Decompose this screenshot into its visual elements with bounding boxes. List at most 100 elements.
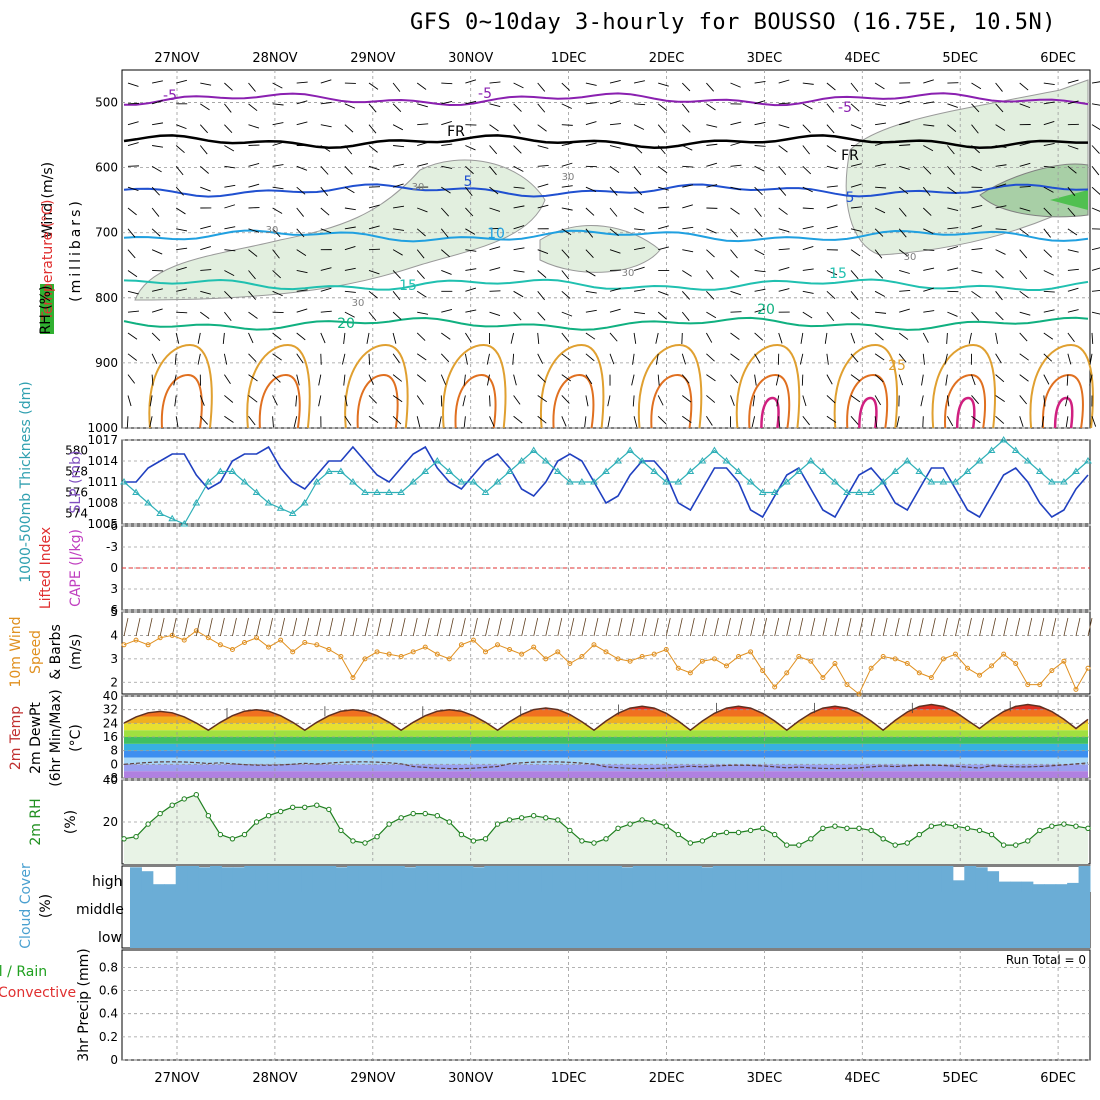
wind-barb [778, 102, 790, 105]
wind-barb [1067, 353, 1072, 365]
wind10-barb [762, 617, 768, 637]
wind-barb [730, 141, 742, 146]
wind10-barb [1087, 617, 1093, 637]
precip-tick: 0 [110, 1053, 118, 1067]
wind-barb [585, 228, 594, 238]
wind-barb [489, 166, 497, 176]
wind-barb [512, 353, 515, 365]
wind-barb [561, 228, 572, 236]
wind-barb [995, 228, 1007, 231]
wind-barb [947, 166, 955, 175]
wind-barb [248, 162, 260, 167]
wind-barb [296, 81, 308, 84]
thickness-marker [975, 457, 984, 464]
wind10-marker [229, 646, 235, 652]
wind-barb [923, 228, 934, 234]
wind10-tick: 4 [110, 628, 118, 642]
wind-barb [657, 311, 667, 320]
wind10-barb [581, 617, 587, 637]
wind-barb [922, 332, 929, 343]
wind-barb [971, 248, 983, 251]
temp-band [124, 764, 1088, 772]
rh2m-marker [326, 806, 332, 813]
rh2m-marker [482, 836, 489, 842]
wind-barb [463, 416, 466, 428]
rh2m-marker [868, 827, 874, 834]
temp2m-minmax-label: (6hr Min/Max) [48, 689, 64, 786]
thickness-tick: 574 [65, 507, 88, 521]
rh-contour-label: 30 [352, 298, 365, 309]
wind10-barb [521, 617, 527, 637]
warm-contour [344, 343, 409, 429]
cloud-high-bar [198, 867, 211, 892]
wind-barb [224, 415, 234, 423]
thickness-marker [132, 488, 140, 495]
temp-band [124, 771, 1088, 778]
wind-barb [995, 145, 1007, 148]
wind-barb [923, 124, 935, 127]
wind-barb [393, 145, 405, 148]
wind-barb [995, 183, 1007, 188]
wind-barb [151, 332, 161, 342]
wind-barb [682, 249, 694, 253]
wind-barb [368, 270, 380, 275]
cloud-high-bar [1010, 881, 1022, 892]
wind-barb [200, 103, 210, 111]
wind-barb [923, 267, 935, 271]
wind-barb [1091, 166, 1100, 176]
wind-barb [1091, 145, 1100, 154]
wind-barb [585, 207, 595, 216]
wind-barb [248, 103, 258, 112]
slp-tick: 1008 [87, 496, 118, 510]
rh2m-area [124, 794, 1088, 864]
wind-barb [561, 270, 570, 280]
wind-barb [655, 332, 659, 344]
wind-barb [1043, 270, 1054, 276]
wind-barb [850, 270, 859, 280]
wind-barb [923, 79, 934, 84]
wind-barb [682, 415, 692, 424]
cloud-high-bar [1078, 866, 1091, 892]
wind-barb [706, 249, 715, 258]
temp-band [124, 750, 1088, 758]
wind-barb [632, 395, 635, 407]
wind-barb [655, 353, 659, 365]
wind10-marker [687, 670, 693, 676]
wind10-marker [699, 658, 705, 664]
wind-barb [441, 101, 453, 105]
wind-barb [802, 166, 812, 175]
wind-barb [947, 186, 957, 194]
wind-barb [1043, 309, 1055, 313]
wind-barb [318, 374, 322, 386]
wind10-marker [1073, 686, 1079, 692]
wind-barb [609, 308, 621, 313]
wind10-marker [603, 649, 609, 655]
cloud-high-bar [335, 867, 348, 892]
wind10-marker [675, 665, 681, 671]
cloud-high-bar [667, 866, 680, 892]
wind-barb [127, 395, 132, 407]
wind-barb [850, 395, 861, 403]
wind-barb [1043, 332, 1054, 340]
slp-tick: 1014 [87, 454, 118, 468]
wind-barb [561, 103, 572, 109]
wind-barb [561, 290, 571, 299]
thickness-marker [1060, 478, 1068, 485]
wind-barb [800, 332, 804, 344]
wind-barb [173, 374, 177, 386]
wind-barb [537, 103, 546, 113]
thickness-marker [831, 478, 839, 485]
wind-barb [971, 165, 982, 172]
cloud-high-bar [267, 866, 280, 892]
wind-barb [657, 145, 666, 155]
thickness-marker [1084, 457, 1092, 464]
temp-contour-label: 5 [846, 190, 855, 206]
cloud-high-bar [735, 866, 748, 892]
temp2m-tick: -8 [106, 771, 118, 785]
wind-barb [561, 207, 573, 211]
cloud-high-bar [610, 866, 622, 892]
wind10-barb [123, 617, 129, 637]
wind-barb [127, 142, 139, 146]
wind-barb [464, 353, 468, 365]
wind-barb [633, 186, 643, 196]
